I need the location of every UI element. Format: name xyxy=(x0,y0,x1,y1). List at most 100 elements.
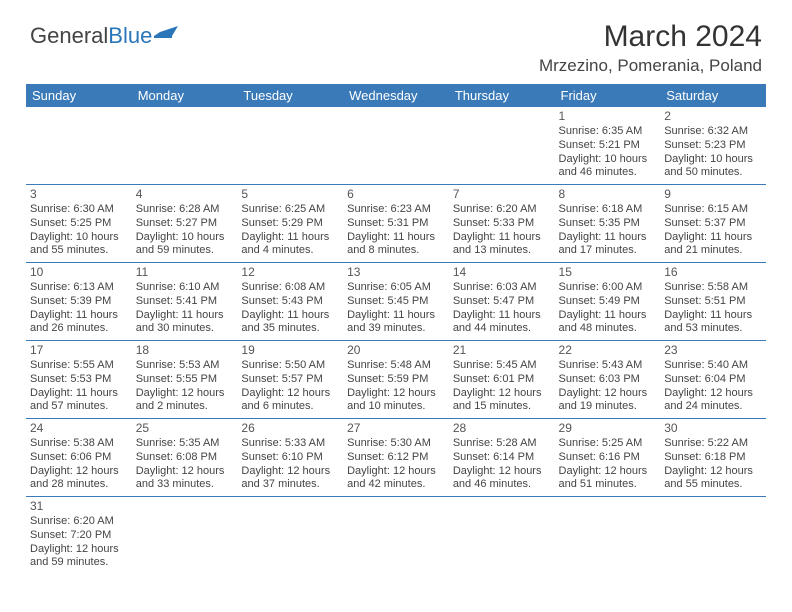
sunset-text: Sunset: 5:53 PM xyxy=(30,373,128,387)
day-number: 9 xyxy=(664,187,762,202)
empty-cell xyxy=(132,497,238,575)
day-number: 13 xyxy=(347,265,445,280)
daylight-text: Daylight: 12 hours and 42 minutes. xyxy=(347,465,445,493)
page-title: March 2024 xyxy=(539,20,762,54)
sunset-text: Sunset: 5:31 PM xyxy=(347,217,445,231)
sunrise-text: Sunrise: 5:30 AM xyxy=(347,437,445,451)
sunset-text: Sunset: 6:04 PM xyxy=(664,373,762,387)
day-number: 28 xyxy=(453,421,551,436)
daylight-text: Daylight: 12 hours and 59 minutes. xyxy=(30,543,128,571)
weekday-header: Friday xyxy=(555,84,661,107)
sunrise-text: Sunrise: 5:35 AM xyxy=(136,437,234,451)
empty-cell xyxy=(555,497,661,575)
sunrise-text: Sunrise: 5:38 AM xyxy=(30,437,128,451)
day-number: 27 xyxy=(347,421,445,436)
sunrise-text: Sunrise: 6:32 AM xyxy=(664,125,762,139)
sunset-text: Sunset: 5:49 PM xyxy=(559,295,657,309)
logo-text-blue: Blue xyxy=(108,23,152,49)
day-number: 18 xyxy=(136,343,234,358)
sunrise-text: Sunrise: 6:18 AM xyxy=(559,203,657,217)
sunset-text: Sunset: 6:06 PM xyxy=(30,451,128,465)
day-cell: 26Sunrise: 5:33 AMSunset: 6:10 PMDayligh… xyxy=(237,419,343,497)
sunset-text: Sunset: 6:18 PM xyxy=(664,451,762,465)
sunrise-text: Sunrise: 5:28 AM xyxy=(453,437,551,451)
sunrise-text: Sunrise: 5:40 AM xyxy=(664,359,762,373)
location-text: Mrzezino, Pomerania, Poland xyxy=(539,56,762,76)
day-cell: 13Sunrise: 6:05 AMSunset: 5:45 PMDayligh… xyxy=(343,263,449,341)
day-cell: 7Sunrise: 6:20 AMSunset: 5:33 PMDaylight… xyxy=(449,185,555,263)
empty-cell xyxy=(343,107,449,185)
day-cell: 15Sunrise: 6:00 AMSunset: 5:49 PMDayligh… xyxy=(555,263,661,341)
sunset-text: Sunset: 6:10 PM xyxy=(241,451,339,465)
daylight-text: Daylight: 12 hours and 51 minutes. xyxy=(559,465,657,493)
day-cell: 30Sunrise: 5:22 AMSunset: 6:18 PMDayligh… xyxy=(660,419,766,497)
sunrise-text: Sunrise: 6:08 AM xyxy=(241,281,339,295)
day-number: 10 xyxy=(30,265,128,280)
daylight-text: Daylight: 12 hours and 2 minutes. xyxy=(136,387,234,415)
calendar-row: 10Sunrise: 6:13 AMSunset: 5:39 PMDayligh… xyxy=(26,263,766,341)
day-cell: 2Sunrise: 6:32 AMSunset: 5:23 PMDaylight… xyxy=(660,107,766,185)
daylight-text: Daylight: 12 hours and 6 minutes. xyxy=(241,387,339,415)
calendar-row: 3Sunrise: 6:30 AMSunset: 5:25 PMDaylight… xyxy=(26,185,766,263)
day-number: 22 xyxy=(559,343,657,358)
sunrise-text: Sunrise: 6:00 AM xyxy=(559,281,657,295)
sunset-text: Sunset: 6:12 PM xyxy=(347,451,445,465)
daylight-text: Daylight: 12 hours and 33 minutes. xyxy=(136,465,234,493)
daylight-text: Daylight: 10 hours and 55 minutes. xyxy=(30,231,128,259)
day-cell: 9Sunrise: 6:15 AMSunset: 5:37 PMDaylight… xyxy=(660,185,766,263)
weekday-header: Sunday xyxy=(26,84,132,107)
sunset-text: Sunset: 5:35 PM xyxy=(559,217,657,231)
sunrise-text: Sunrise: 6:10 AM xyxy=(136,281,234,295)
day-number: 8 xyxy=(559,187,657,202)
sunset-text: Sunset: 5:59 PM xyxy=(347,373,445,387)
sunrise-text: Sunrise: 6:20 AM xyxy=(453,203,551,217)
empty-cell xyxy=(237,497,343,575)
flag-icon xyxy=(154,20,180,46)
sunrise-text: Sunrise: 6:35 AM xyxy=(559,125,657,139)
day-cell: 24Sunrise: 5:38 AMSunset: 6:06 PMDayligh… xyxy=(26,419,132,497)
daylight-text: Daylight: 10 hours and 59 minutes. xyxy=(136,231,234,259)
sunrise-text: Sunrise: 5:55 AM xyxy=(30,359,128,373)
daylight-text: Daylight: 10 hours and 46 minutes. xyxy=(559,153,657,181)
daylight-text: Daylight: 12 hours and 28 minutes. xyxy=(30,465,128,493)
weekday-header-row: SundayMondayTuesdayWednesdayThursdayFrid… xyxy=(26,84,766,107)
day-number: 11 xyxy=(136,265,234,280)
day-cell: 31Sunrise: 6:20 AMSunset: 7:20 PMDayligh… xyxy=(26,497,132,575)
daylight-text: Daylight: 11 hours and 21 minutes. xyxy=(664,231,762,259)
daylight-text: Daylight: 11 hours and 8 minutes. xyxy=(347,231,445,259)
title-block: March 2024 Mrzezino, Pomerania, Poland xyxy=(539,20,762,76)
sunset-text: Sunset: 5:21 PM xyxy=(559,139,657,153)
empty-cell xyxy=(449,497,555,575)
day-number: 7 xyxy=(453,187,551,202)
sunrise-text: Sunrise: 5:25 AM xyxy=(559,437,657,451)
sunrise-text: Sunrise: 5:48 AM xyxy=(347,359,445,373)
day-cell: 4Sunrise: 6:28 AMSunset: 5:27 PMDaylight… xyxy=(132,185,238,263)
sunset-text: Sunset: 5:37 PM xyxy=(664,217,762,231)
daylight-text: Daylight: 12 hours and 46 minutes. xyxy=(453,465,551,493)
empty-cell xyxy=(132,107,238,185)
sunset-text: Sunset: 5:47 PM xyxy=(453,295,551,309)
day-cell: 21Sunrise: 5:45 AMSunset: 6:01 PMDayligh… xyxy=(449,341,555,419)
daylight-text: Daylight: 12 hours and 37 minutes. xyxy=(241,465,339,493)
day-number: 3 xyxy=(30,187,128,202)
sunset-text: Sunset: 5:39 PM xyxy=(30,295,128,309)
weekday-header: Saturday xyxy=(660,84,766,107)
day-number: 4 xyxy=(136,187,234,202)
day-number: 5 xyxy=(241,187,339,202)
day-number: 26 xyxy=(241,421,339,436)
day-number: 14 xyxy=(453,265,551,280)
daylight-text: Daylight: 12 hours and 19 minutes. xyxy=(559,387,657,415)
calendar-row: 17Sunrise: 5:55 AMSunset: 5:53 PMDayligh… xyxy=(26,341,766,419)
day-number: 23 xyxy=(664,343,762,358)
daylight-text: Daylight: 11 hours and 39 minutes. xyxy=(347,309,445,337)
sunrise-text: Sunrise: 5:58 AM xyxy=(664,281,762,295)
sunset-text: Sunset: 5:43 PM xyxy=(241,295,339,309)
sunset-text: Sunset: 5:45 PM xyxy=(347,295,445,309)
day-cell: 11Sunrise: 6:10 AMSunset: 5:41 PMDayligh… xyxy=(132,263,238,341)
day-cell: 29Sunrise: 5:25 AMSunset: 6:16 PMDayligh… xyxy=(555,419,661,497)
sunset-text: Sunset: 5:57 PM xyxy=(241,373,339,387)
day-cell: 23Sunrise: 5:40 AMSunset: 6:04 PMDayligh… xyxy=(660,341,766,419)
weekday-header: Wednesday xyxy=(343,84,449,107)
daylight-text: Daylight: 11 hours and 17 minutes. xyxy=(559,231,657,259)
sunrise-text: Sunrise: 5:22 AM xyxy=(664,437,762,451)
